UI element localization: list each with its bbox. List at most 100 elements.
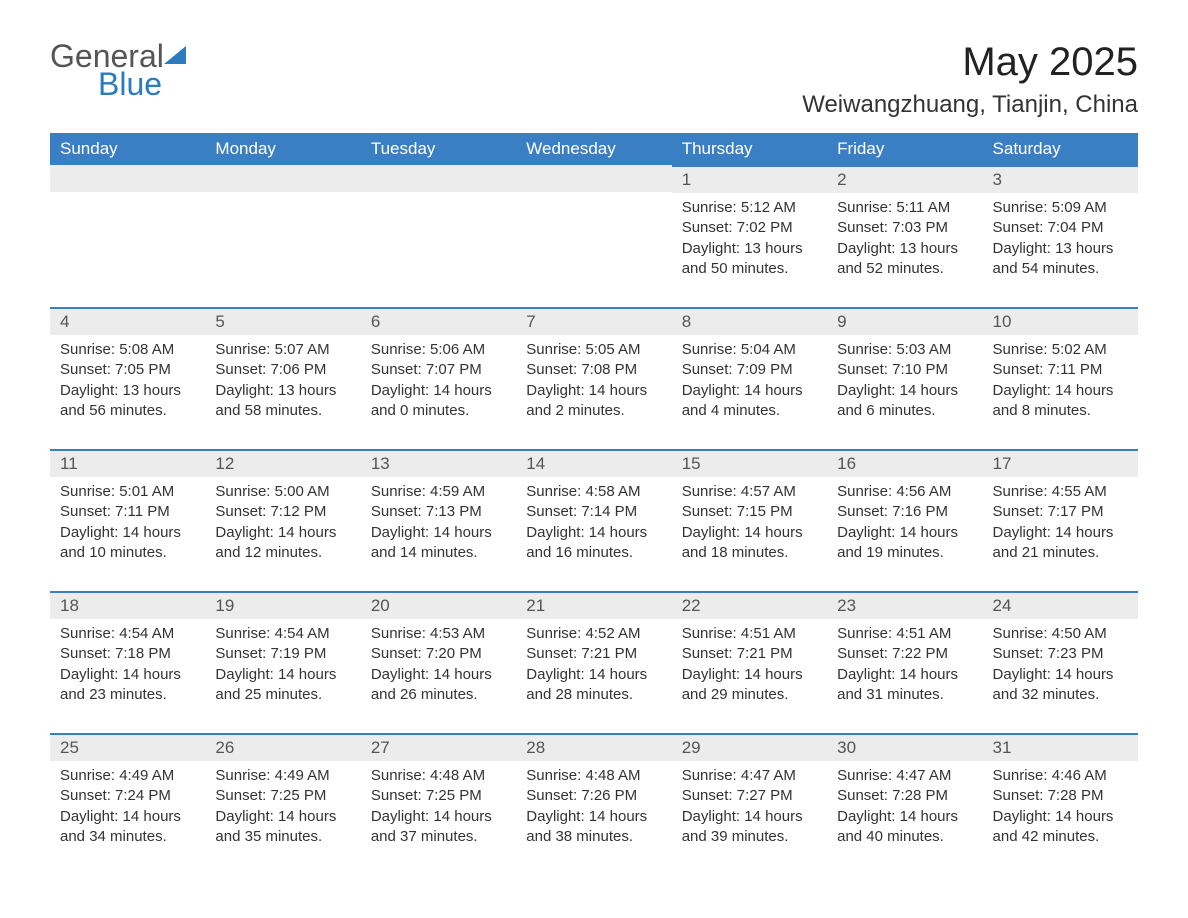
day-data: Sunrise: 4:54 AMSunset: 7:19 PMDaylight:… [205,619,360,733]
sunset-value: 7:21 PM [581,645,637,662]
sunrise-value: 4:50 AM [1052,625,1107,642]
sunset-label: Sunset: [371,645,422,662]
day-cell-inner: 20Sunrise: 4:53 AMSunset: 7:20 PMDayligh… [361,591,516,733]
sunset-value: 7:16 PM [892,503,948,520]
daylight-label: Daylight: [837,382,895,399]
empty-daynum [50,165,205,192]
sunset-value: 7:04 PM [1048,219,1104,236]
day-data: Sunrise: 4:55 AMSunset: 7:17 PMDaylight:… [983,477,1138,591]
day-cell-inner: 9Sunrise: 5:03 AMSunset: 7:10 PMDaylight… [827,307,982,449]
daylight-label: Daylight: [993,382,1051,399]
daylight-label: Daylight: [60,666,118,683]
sunset-value: 7:10 PM [892,361,948,378]
sunrise-value: 5:00 AM [275,483,330,500]
empty-daynum [516,165,671,192]
title-block: May 2025 Weiwangzhuang, Tianjin, China [802,40,1138,133]
day-data: Sunrise: 4:47 AMSunset: 7:28 PMDaylight:… [827,761,982,875]
sunrise-label: Sunrise: [215,341,270,358]
sunset-value: 7:25 PM [426,787,482,804]
sunrise-label: Sunrise: [682,767,737,784]
weekday-header: Thursday [672,133,827,165]
sunset-value: 7:13 PM [426,503,482,520]
calendar-empty-cell [361,165,516,307]
sunset-value: 7:20 PM [426,645,482,662]
calendar-day-cell: 8Sunrise: 5:04 AMSunset: 7:09 PMDaylight… [672,307,827,449]
empty-cell-inner [50,165,205,302]
sunset-value: 7:14 PM [581,503,637,520]
calendar-day-cell: 4Sunrise: 5:08 AMSunset: 7:05 PMDaylight… [50,307,205,449]
sunset-label: Sunset: [60,503,111,520]
weekday-header: Saturday [983,133,1138,165]
day-cell-inner: 14Sunrise: 4:58 AMSunset: 7:14 PMDayligh… [516,449,671,591]
daylight-label: Daylight: [682,240,740,257]
calendar-day-cell: 20Sunrise: 4:53 AMSunset: 7:20 PMDayligh… [361,591,516,733]
day-cell-inner: 27Sunrise: 4:48 AMSunset: 7:25 PMDayligh… [361,733,516,875]
day-cell-inner: 22Sunrise: 4:51 AMSunset: 7:21 PMDayligh… [672,591,827,733]
sunrise-label: Sunrise: [526,341,581,358]
sunrise-label: Sunrise: [526,483,581,500]
sunset-label: Sunset: [682,645,733,662]
calendar-day-cell: 6Sunrise: 5:06 AMSunset: 7:07 PMDaylight… [361,307,516,449]
sunrise-value: 4:58 AM [585,483,640,500]
day-data: Sunrise: 4:49 AMSunset: 7:25 PMDaylight:… [205,761,360,875]
day-data: Sunrise: 4:50 AMSunset: 7:23 PMDaylight:… [983,619,1138,733]
calendar-day-cell: 31Sunrise: 4:46 AMSunset: 7:28 PMDayligh… [983,733,1138,875]
empty-daynum [361,165,516,192]
day-number: 10 [983,309,1138,335]
calendar-day-cell: 26Sunrise: 4:49 AMSunset: 7:25 PMDayligh… [205,733,360,875]
sunrise-label: Sunrise: [60,767,115,784]
daylight-label: Daylight: [837,524,895,541]
sunrise-value: 5:11 AM [896,199,950,216]
sunrise-label: Sunrise: [60,483,115,500]
sunset-value: 7:02 PM [737,219,793,236]
day-data: Sunrise: 4:54 AMSunset: 7:18 PMDaylight:… [50,619,205,733]
day-number: 7 [516,309,671,335]
sunset-value: 7:03 PM [892,219,948,236]
sunset-label: Sunset: [837,503,888,520]
empty-data [205,192,360,302]
calendar-table: SundayMondayTuesdayWednesdayThursdayFrid… [50,133,1138,875]
sunset-label: Sunset: [215,503,266,520]
calendar-week-row: 18Sunrise: 4:54 AMSunset: 7:18 PMDayligh… [50,591,1138,733]
day-number: 26 [205,735,360,761]
daylight-label: Daylight: [993,240,1051,257]
sunset-value: 7:26 PM [581,787,637,804]
day-number: 3 [983,167,1138,193]
daylight-label: Daylight: [215,524,273,541]
daylight-label: Daylight: [526,382,584,399]
day-data: Sunrise: 4:58 AMSunset: 7:14 PMDaylight:… [516,477,671,591]
calendar-empty-cell [50,165,205,307]
day-cell-inner: 5Sunrise: 5:07 AMSunset: 7:06 PMDaylight… [205,307,360,449]
sunrise-label: Sunrise: [371,483,426,500]
sunrise-label: Sunrise: [682,341,737,358]
sunset-label: Sunset: [837,361,888,378]
day-data: Sunrise: 4:57 AMSunset: 7:15 PMDaylight:… [672,477,827,591]
empty-cell-inner [205,165,360,302]
sunrise-label: Sunrise: [371,341,426,358]
sunrise-value: 4:46 AM [1052,767,1107,784]
daylight-label: Daylight: [215,666,273,683]
sunset-label: Sunset: [215,361,266,378]
day-number: 6 [361,309,516,335]
sunrise-label: Sunrise: [215,767,270,784]
daylight-label: Daylight: [60,808,118,825]
daylight-label: Daylight: [60,524,118,541]
sunrise-value: 5:06 AM [430,341,485,358]
day-cell-inner: 1Sunrise: 5:12 AMSunset: 7:02 PMDaylight… [672,165,827,307]
sunset-label: Sunset: [993,787,1044,804]
day-number: 11 [50,451,205,477]
sunrise-label: Sunrise: [60,341,115,358]
day-number: 30 [827,735,982,761]
daylight-label: Daylight: [526,808,584,825]
sunrise-label: Sunrise: [215,483,270,500]
calendar-week-row: 11Sunrise: 5:01 AMSunset: 7:11 PMDayligh… [50,449,1138,591]
day-cell-inner: 24Sunrise: 4:50 AMSunset: 7:23 PMDayligh… [983,591,1138,733]
day-number: 23 [827,593,982,619]
sunset-label: Sunset: [215,645,266,662]
day-number: 8 [672,309,827,335]
sunset-value: 7:25 PM [270,787,326,804]
calendar-day-cell: 9Sunrise: 5:03 AMSunset: 7:10 PMDaylight… [827,307,982,449]
sunrise-label: Sunrise: [993,199,1048,216]
header: General Blue May 2025 Weiwangzhuang, Tia… [50,40,1138,133]
day-number: 16 [827,451,982,477]
